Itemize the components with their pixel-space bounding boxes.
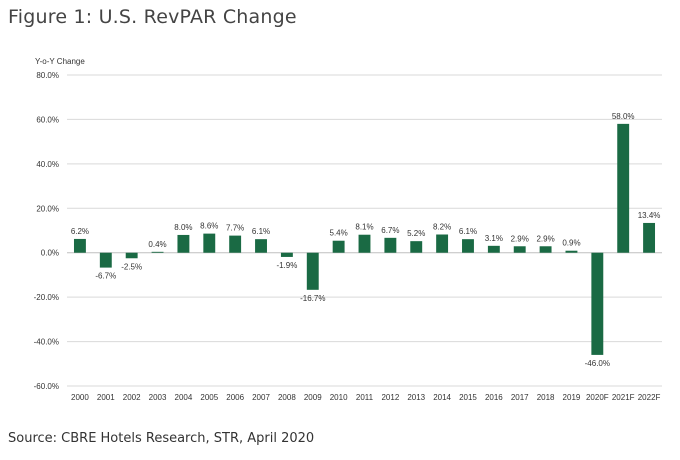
bar bbox=[73, 238, 86, 253]
x-tick-label: 2006 bbox=[226, 393, 244, 402]
x-tick-label: 2000 bbox=[71, 393, 89, 402]
bar bbox=[229, 235, 242, 253]
y-tick-label: -20.0% bbox=[34, 293, 59, 302]
bars bbox=[73, 123, 656, 355]
data-label: 5.4% bbox=[330, 229, 348, 238]
x-tick-label: 2008 bbox=[278, 393, 296, 402]
data-label: 2.9% bbox=[511, 234, 529, 243]
bar bbox=[643, 222, 656, 253]
bar bbox=[513, 246, 526, 253]
x-tick-label: 2013 bbox=[407, 393, 425, 402]
data-label: -46.0% bbox=[585, 359, 610, 368]
bar bbox=[125, 252, 138, 259]
x-tick-label: 2019 bbox=[563, 393, 581, 402]
bar-chart: Y-o-Y Change 80.0% 60.0% 40.0% 20.0% 0.0% -20… bbox=[34, 57, 662, 402]
data-label: 8.1% bbox=[355, 223, 373, 232]
bar bbox=[203, 233, 216, 253]
x-tick-label: 2018 bbox=[537, 393, 555, 402]
bar bbox=[332, 240, 345, 253]
x-tick-label: 2004 bbox=[175, 393, 193, 402]
y-axis-ticks: 80.0% 60.0% 40.0% 20.0% 0.0% -20.0% -40.0% -60.… bbox=[34, 71, 59, 391]
y-tick-label: 0.0% bbox=[41, 249, 59, 258]
data-label: 2.9% bbox=[536, 234, 554, 243]
bar bbox=[565, 250, 578, 253]
x-tick-label: 2007 bbox=[252, 393, 270, 402]
x-tick-label: 2005 bbox=[200, 393, 218, 402]
bar bbox=[410, 241, 423, 253]
x-tick-label: 2001 bbox=[97, 393, 115, 402]
data-labels: 6.2% -6.7% -2.5% 0.4% 8.0% 8.6% 7.7% 6.1% -1.9% -… bbox=[71, 112, 661, 368]
x-tick-label: 2009 bbox=[304, 393, 322, 402]
bar bbox=[99, 252, 112, 268]
data-label: -6.7% bbox=[95, 272, 116, 281]
y-tick-label: 40.0% bbox=[36, 160, 59, 169]
x-tick-label: 2015 bbox=[459, 393, 477, 402]
bar bbox=[280, 252, 293, 257]
y-tick-label: 60.0% bbox=[36, 115, 59, 124]
source-note: Source: CBRE Hotels Research, STR, April… bbox=[8, 431, 315, 446]
x-tick-label: 2014 bbox=[433, 393, 451, 402]
data-label: -2.5% bbox=[121, 262, 142, 271]
bar bbox=[358, 234, 371, 253]
data-label: 8.6% bbox=[200, 222, 218, 231]
data-label: 6.1% bbox=[252, 227, 270, 236]
y-tick-label: -60.0% bbox=[34, 382, 59, 391]
figure-title: Figure 1: U.S. RevPAR Change bbox=[8, 6, 297, 28]
x-tick-label: 2002 bbox=[123, 393, 141, 402]
x-tick-label: 2016 bbox=[485, 393, 503, 402]
bar bbox=[384, 237, 397, 253]
data-label: 0.4% bbox=[148, 240, 166, 249]
data-label: 5.2% bbox=[407, 229, 425, 238]
data-label: 7.7% bbox=[226, 224, 244, 233]
x-tick-label: 2003 bbox=[149, 393, 167, 402]
bar bbox=[177, 234, 190, 253]
data-label: -16.7% bbox=[300, 294, 325, 303]
data-label: -1.9% bbox=[276, 261, 297, 270]
x-tick-label: 2011 bbox=[356, 393, 374, 402]
data-label: 3.1% bbox=[485, 234, 503, 243]
data-label: 6.2% bbox=[71, 227, 89, 236]
data-label: 0.9% bbox=[562, 239, 580, 248]
y-tick-label: 20.0% bbox=[36, 204, 59, 213]
bar bbox=[591, 252, 604, 355]
data-label: 8.0% bbox=[174, 223, 192, 232]
x-axis-ticks: 2000 2001 2002 2003 2004 2005 2006 2007 2008 2009… bbox=[71, 393, 660, 402]
y-tick-label: -40.0% bbox=[34, 338, 59, 347]
data-label: 8.2% bbox=[433, 222, 451, 231]
bar bbox=[462, 239, 474, 253]
x-tick-label: 2022F bbox=[638, 393, 661, 402]
data-label: 13.4% bbox=[638, 211, 661, 220]
bar bbox=[151, 251, 164, 253]
data-label: 6.7% bbox=[381, 226, 399, 235]
x-tick-label: 2012 bbox=[381, 393, 399, 402]
y-axis-title: Y-o-Y Change bbox=[35, 57, 85, 66]
data-label: 6.1% bbox=[459, 227, 477, 236]
bar bbox=[617, 123, 630, 253]
data-label: 58.0% bbox=[612, 112, 635, 121]
x-tick-label: 2017 bbox=[511, 393, 529, 402]
x-tick-label: 2020F bbox=[586, 393, 609, 402]
x-tick-label: 2010 bbox=[330, 393, 348, 402]
bar bbox=[306, 252, 319, 290]
bar bbox=[255, 239, 267, 253]
bar bbox=[539, 246, 552, 253]
x-tick-label: 2021F bbox=[612, 393, 635, 402]
y-tick-label: 80.0% bbox=[36, 71, 59, 80]
bar bbox=[487, 245, 500, 253]
bar bbox=[436, 234, 449, 253]
